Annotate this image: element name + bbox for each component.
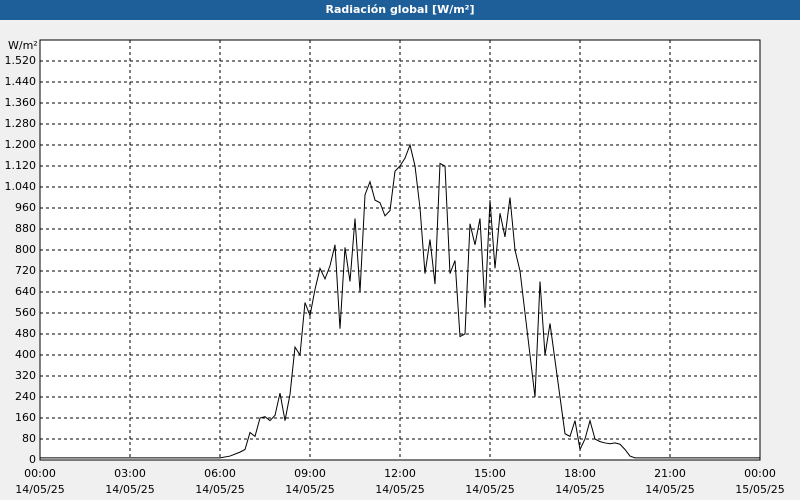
title-bar — [0, 0, 800, 20]
x-tick-label: 18:00 — [564, 467, 596, 480]
y-tick-label: 0 — [29, 453, 36, 466]
x-tick-date: 14/05/25 — [285, 483, 334, 496]
x-tick-date: 14/05/25 — [15, 483, 64, 496]
y-tick-label: 1.520 — [5, 54, 37, 67]
x-tick-label: 06:00 — [204, 467, 236, 480]
x-tick-date: 14/05/25 — [375, 483, 424, 496]
y-tick-label: 480 — [15, 327, 36, 340]
y-tick-label: 160 — [15, 411, 36, 424]
y-tick-label: 400 — [15, 348, 36, 361]
y-tick-label: 1.120 — [5, 159, 37, 172]
y-tick-label: 240 — [15, 390, 36, 403]
x-tick-label: 15:00 — [474, 467, 506, 480]
plot-frame — [39, 39, 761, 461]
y-tick-label: 720 — [15, 264, 36, 277]
x-tick-date: 14/05/25 — [105, 483, 154, 496]
y-tick-label: 800 — [15, 243, 36, 256]
x-tick-label: 12:00 — [384, 467, 416, 480]
data-line — [40, 143, 760, 459]
x-tick-label: 09:00 — [294, 467, 326, 480]
y-tick-label: 80 — [22, 432, 36, 445]
x-tick-label: 21:00 — [654, 467, 686, 480]
y-tick-label: 1.200 — [5, 138, 37, 151]
y-tick-label: 1.040 — [5, 180, 37, 193]
y-tick-label: 1.440 — [5, 75, 37, 88]
y-tick-label: 880 — [15, 222, 36, 235]
x-tick-date: 14/05/25 — [555, 483, 604, 496]
chart-title: Radiación global [W/m²] — [325, 3, 474, 16]
x-tick-label: 00:00 — [744, 467, 776, 480]
x-tick-date: 15/05/25 — [735, 483, 784, 496]
y-tick-label: 1.360 — [5, 96, 37, 109]
y-tick-label: 960 — [15, 201, 36, 214]
x-tick-date: 14/05/25 — [465, 483, 514, 496]
y-tick-label: 320 — [15, 369, 36, 382]
x-tick-label: 03:00 — [114, 467, 146, 480]
x-tick-label: 00:00 — [24, 467, 56, 480]
y-tick-label: 640 — [15, 285, 36, 298]
y-axis-label: W/m² — [8, 39, 38, 52]
y-tick-label: 560 — [15, 306, 36, 319]
y-tick-label: 1.280 — [5, 117, 37, 130]
x-tick-date: 14/05/25 — [195, 483, 244, 496]
x-tick-date: 14/05/25 — [645, 483, 694, 496]
